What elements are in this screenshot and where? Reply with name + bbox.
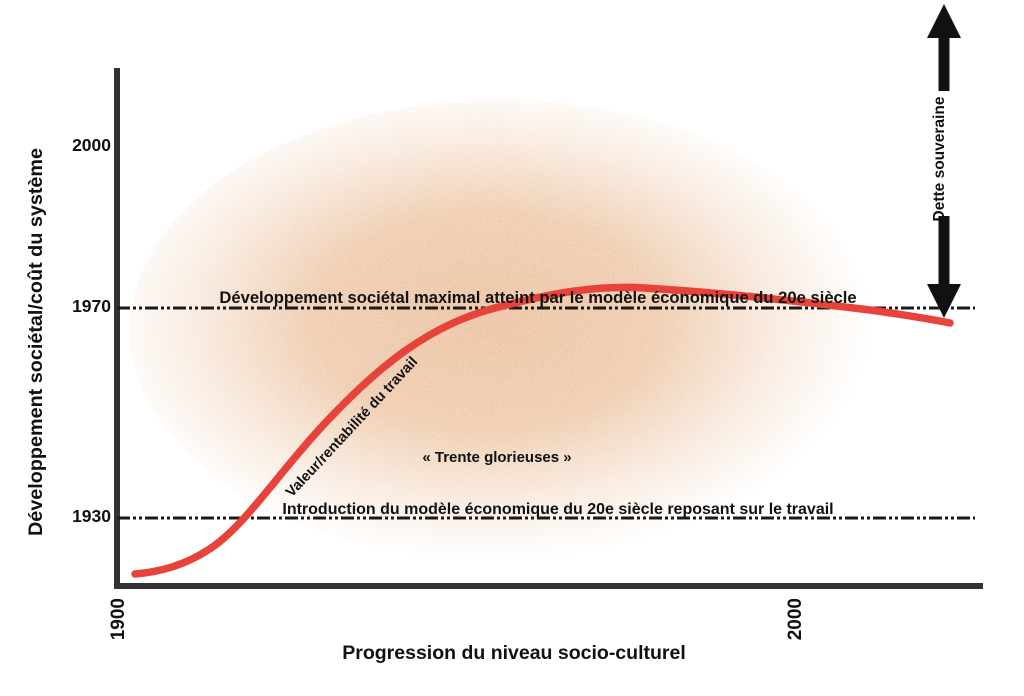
svg-text:1900: 1900 xyxy=(108,598,129,640)
svg-text:Introduction du modèle économi: Introduction du modèle économique du 20e… xyxy=(282,501,833,518)
svg-text:Progression du niveau socio-cu: Progression du niveau socio-culturel xyxy=(342,642,686,664)
svg-text:« Trente glorieuses »: « Trente glorieuses » xyxy=(422,449,571,466)
svg-text:2000: 2000 xyxy=(785,598,806,640)
svg-text:1930: 1930 xyxy=(72,506,111,526)
svg-text:2000: 2000 xyxy=(72,135,111,155)
svg-text:Développement sociétal maximal: Développement sociétal maximal atteint p… xyxy=(219,288,856,307)
svg-text:Développement sociétal/coût du: Développement sociétal/coût du système xyxy=(25,148,47,536)
svg-text:1970: 1970 xyxy=(72,296,111,316)
svg-text:Dette souveraine: Dette souveraine xyxy=(931,96,948,221)
